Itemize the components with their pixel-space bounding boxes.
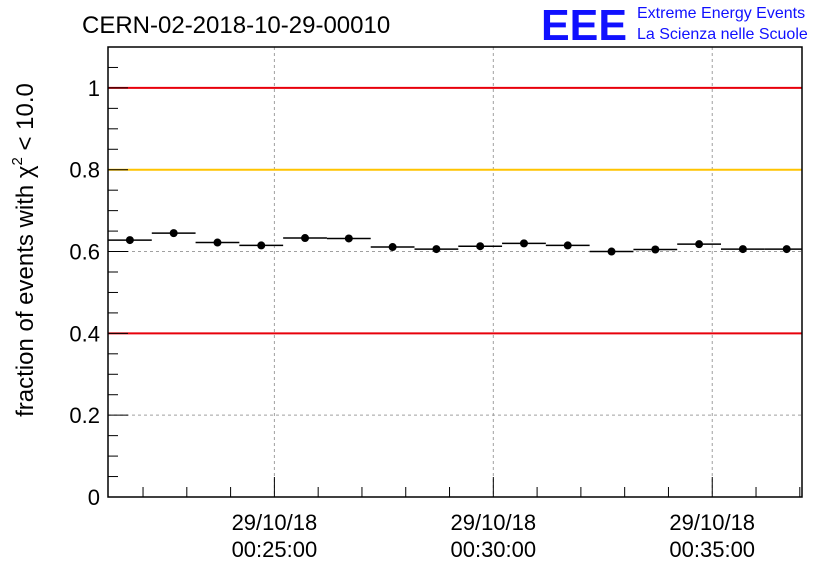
data-series [108, 229, 834, 256]
data-point [563, 241, 572, 250]
x-tick-label-time: 00:30:00 [450, 537, 536, 562]
y-tick-label: 0.8 [69, 158, 100, 183]
plot-frame [107, 46, 803, 498]
data-point [301, 234, 310, 243]
data-point [125, 236, 134, 245]
y-tick-label: 0.2 [69, 403, 100, 428]
logo-line-2: La Scienza nelle Scuole [637, 26, 808, 43]
y-axis-label-prefix: fraction of events with [12, 178, 39, 417]
y-tick-label: 0.6 [69, 240, 100, 265]
data-point [388, 243, 397, 252]
x-tick-label-time: 00:25:00 [232, 537, 318, 562]
data-point [432, 245, 441, 254]
tick-labels: 00.20.40.60.8129/10/1800:25:0029/10/1800… [69, 76, 755, 562]
series-fraction [108, 229, 834, 256]
data-point [607, 247, 616, 256]
y-axis-label: fraction of events with χ2 < 10.0 [9, 83, 39, 417]
grid [108, 47, 802, 497]
data-point [651, 245, 660, 254]
logo-mark: EEE [541, 1, 627, 50]
data-point [695, 240, 704, 249]
x-tick-label-date: 29/10/18 [669, 510, 755, 535]
y-tick-label: 0 [88, 485, 100, 510]
data-point [476, 242, 485, 251]
y-tick-label: 0.4 [69, 321, 100, 346]
data-point [519, 239, 528, 248]
data-point [738, 245, 747, 254]
data-point [213, 238, 222, 247]
y-axis-label-superscript: 2 [9, 157, 26, 165]
data-point [257, 241, 266, 250]
y-axis-label-suffix: < 10.0 [12, 83, 39, 157]
y-axis-label-symbol: χ [12, 165, 39, 178]
y-tick-label: 1 [88, 76, 100, 101]
logo-line-1: Extreme Energy Events [637, 5, 805, 22]
data-point [344, 234, 353, 243]
data-point [782, 245, 791, 254]
x-tick-label-date: 29/10/18 [232, 510, 318, 535]
data-point [826, 246, 834, 254]
data-point [169, 229, 178, 238]
x-tick-label-date: 29/10/18 [450, 510, 536, 535]
axes [107, 46, 803, 498]
eee-logo: EEE Extreme Energy Events La Scienza nel… [541, 1, 808, 50]
reference-lines [108, 86, 802, 335]
x-tick-label-time: 00:35:00 [669, 537, 755, 562]
chart-title: CERN-02-2018-10-29-00010 [82, 12, 390, 39]
